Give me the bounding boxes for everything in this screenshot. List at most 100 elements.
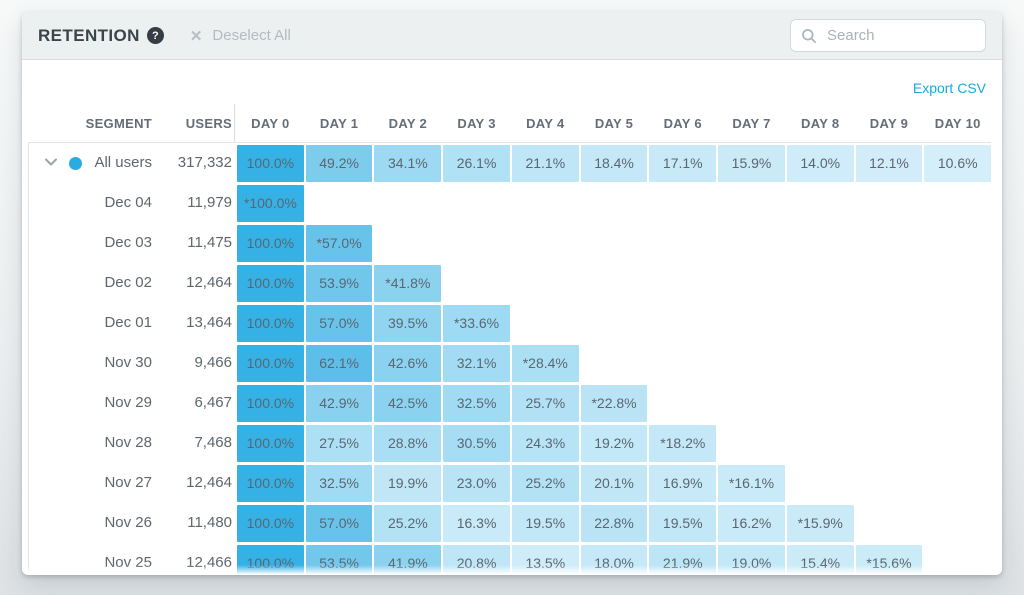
empty-cell xyxy=(374,185,441,222)
search-icon xyxy=(802,28,817,43)
search-input[interactable] xyxy=(825,26,969,45)
retention-cells: 100.0% 62.1% 42.6% 32.1% *28.4% xyxy=(234,343,991,383)
retention-cell: 100.0% xyxy=(237,224,304,262)
table-row: Nov 26 11,480 100.0% 57.0% 25.2% 16.3% 19.5% 22… xyxy=(29,503,991,543)
retention-cell: 53.9% xyxy=(305,264,373,302)
retention-cells: 100.0% 53.5% 41.9% 20.8% 13.5% 18.0% 21.9% 19.0… xyxy=(234,543,991,574)
empty-cell xyxy=(924,545,991,575)
retention-cell: 18.4% xyxy=(580,144,648,182)
row-header: Nov 25 12,466 xyxy=(29,543,234,574)
retention-cell: 57.0% xyxy=(305,504,373,542)
day-headers: DAY 0 DAY 1 DAY 2 DAY 3 DAY 4 DAY 5 DAY 6 DAY 7… xyxy=(234,104,991,142)
retention-cells: 100.0% 32.5% 19.9% 23.0% 25.2% 20.1% 16.9% *16.… xyxy=(234,463,991,503)
retention-cell: 34.1% xyxy=(374,144,442,182)
empty-cell xyxy=(924,305,991,342)
deselect-all-label: Deselect All xyxy=(212,27,291,44)
retention-cell: 15.4% xyxy=(786,544,854,574)
users-count: 11,480 xyxy=(187,514,232,531)
retention-cell: 14.0% xyxy=(786,144,854,182)
table-row: All users 317,332 100.0% 49.2% 34.1% 26.1% 21.… xyxy=(29,143,991,183)
day-column-header: DAY 7 xyxy=(732,115,771,131)
retention-cell: 100.0% xyxy=(237,344,304,382)
segment-column-header: SEGMENT xyxy=(85,115,152,131)
empty-cell xyxy=(787,265,854,302)
empty-cell xyxy=(924,425,991,462)
retention-cell: 12.1% xyxy=(855,144,923,182)
empty-cell xyxy=(787,385,854,422)
empty-cell xyxy=(856,185,923,222)
users-count: 11,475 xyxy=(187,234,232,251)
users-count: 9,466 xyxy=(194,354,232,371)
table-row: Dec 01 13,464 100.0% 57.0% 39.5% *33.6% xyxy=(29,303,991,343)
retention-cell: 42.5% xyxy=(374,384,442,422)
help-icon[interactable]: ? xyxy=(146,27,164,44)
export-csv-link[interactable]: Export CSV xyxy=(912,80,986,96)
retention-cell: *22.8% xyxy=(580,384,648,422)
empty-cell xyxy=(649,185,716,222)
empty-cell xyxy=(718,185,785,222)
deselect-all-button[interactable]: ✕ Deselect All xyxy=(190,27,291,45)
retention-cell: 30.5% xyxy=(443,424,510,462)
segment-label: Nov 29 xyxy=(104,394,152,411)
retention-cell: *15.6% xyxy=(855,544,923,574)
users-count: 13,464 xyxy=(186,314,232,331)
retention-cell: 25.7% xyxy=(511,384,579,422)
empty-cell xyxy=(856,385,923,422)
empty-cell xyxy=(581,225,648,262)
retention-cell: 18.0% xyxy=(580,544,648,574)
retention-cell: 32.5% xyxy=(305,464,373,502)
users-count: 12,464 xyxy=(186,474,232,491)
search-box[interactable] xyxy=(790,19,986,52)
table-row: Nov 29 6,467 100.0% 42.9% 42.5% 32.5% 25.7% *22… xyxy=(29,383,991,423)
empty-cell xyxy=(443,265,510,302)
table-row: Nov 27 12,464 100.0% 32.5% 19.9% 23.0% 25.2% 20… xyxy=(29,463,991,503)
row-header: Nov 26 11,480 xyxy=(29,503,234,543)
row-header: Dec 02 12,464 xyxy=(29,263,234,303)
day-column-header: DAY 5 xyxy=(594,115,634,131)
empty-cell xyxy=(787,305,854,342)
page-title: RETENTION xyxy=(38,25,140,45)
users-count: 12,464 xyxy=(186,274,232,291)
table-body: All users 317,332 100.0% 49.2% 34.1% 26.1% 21.… xyxy=(28,143,991,574)
retention-cell: *16.1% xyxy=(718,464,785,502)
retention-cell: *18.2% xyxy=(649,424,717,462)
table-row: Dec 02 12,464 100.0% 53.9% *41.8% xyxy=(29,263,991,303)
day-column-header: DAY 0 xyxy=(251,115,290,131)
retention-cell: *100.0% xyxy=(237,184,304,222)
segment-label: Nov 25 xyxy=(104,554,152,571)
empty-cell xyxy=(718,345,785,382)
empty-cell xyxy=(856,345,923,382)
segment-label: Dec 04 xyxy=(104,194,152,211)
empty-cell xyxy=(924,465,991,502)
empty-cell xyxy=(649,305,716,342)
close-icon: ✕ xyxy=(189,27,203,45)
table-header-left: SEGMENT USERS xyxy=(28,104,234,142)
table-row: Nov 30 9,466 100.0% 62.1% 42.6% 32.1% *28.4% xyxy=(29,343,991,383)
app-window: RETENTION ? ✕ Deselect All Export CSV SE… xyxy=(22,12,1002,575)
retention-cell: 57.0% xyxy=(305,304,373,342)
empty-cell xyxy=(512,265,579,302)
users-count: 6,467 xyxy=(194,394,232,411)
retention-cell: 100.0% xyxy=(237,464,304,502)
chevron-down-icon[interactable] xyxy=(44,157,58,167)
retention-cell: 15.9% xyxy=(718,144,785,182)
empty-cell xyxy=(649,385,716,422)
day-column-header: DAY 9 xyxy=(869,115,909,131)
empty-cell xyxy=(787,465,854,502)
users-count: 317,332 xyxy=(177,154,232,171)
segment-label: Nov 30 xyxy=(104,354,152,371)
empty-cell xyxy=(718,425,785,462)
empty-cell xyxy=(924,225,991,262)
retention-cell: 26.1% xyxy=(443,144,510,182)
empty-cell xyxy=(856,425,923,462)
retention-cell: 32.5% xyxy=(443,384,510,422)
table-row: Nov 25 12,466 100.0% 53.5% 41.9% 20.8% 13.5% 18… xyxy=(29,543,991,574)
retention-cell: 19.0% xyxy=(718,544,785,574)
row-header: Dec 01 13,464 xyxy=(29,303,234,343)
retention-cell: 20.8% xyxy=(443,544,510,574)
retention-cell: *28.4% xyxy=(511,344,579,382)
retention-cell: 16.3% xyxy=(443,504,510,542)
retention-cell: 16.2% xyxy=(718,504,785,542)
retention-cell: 100.0% xyxy=(237,424,304,462)
